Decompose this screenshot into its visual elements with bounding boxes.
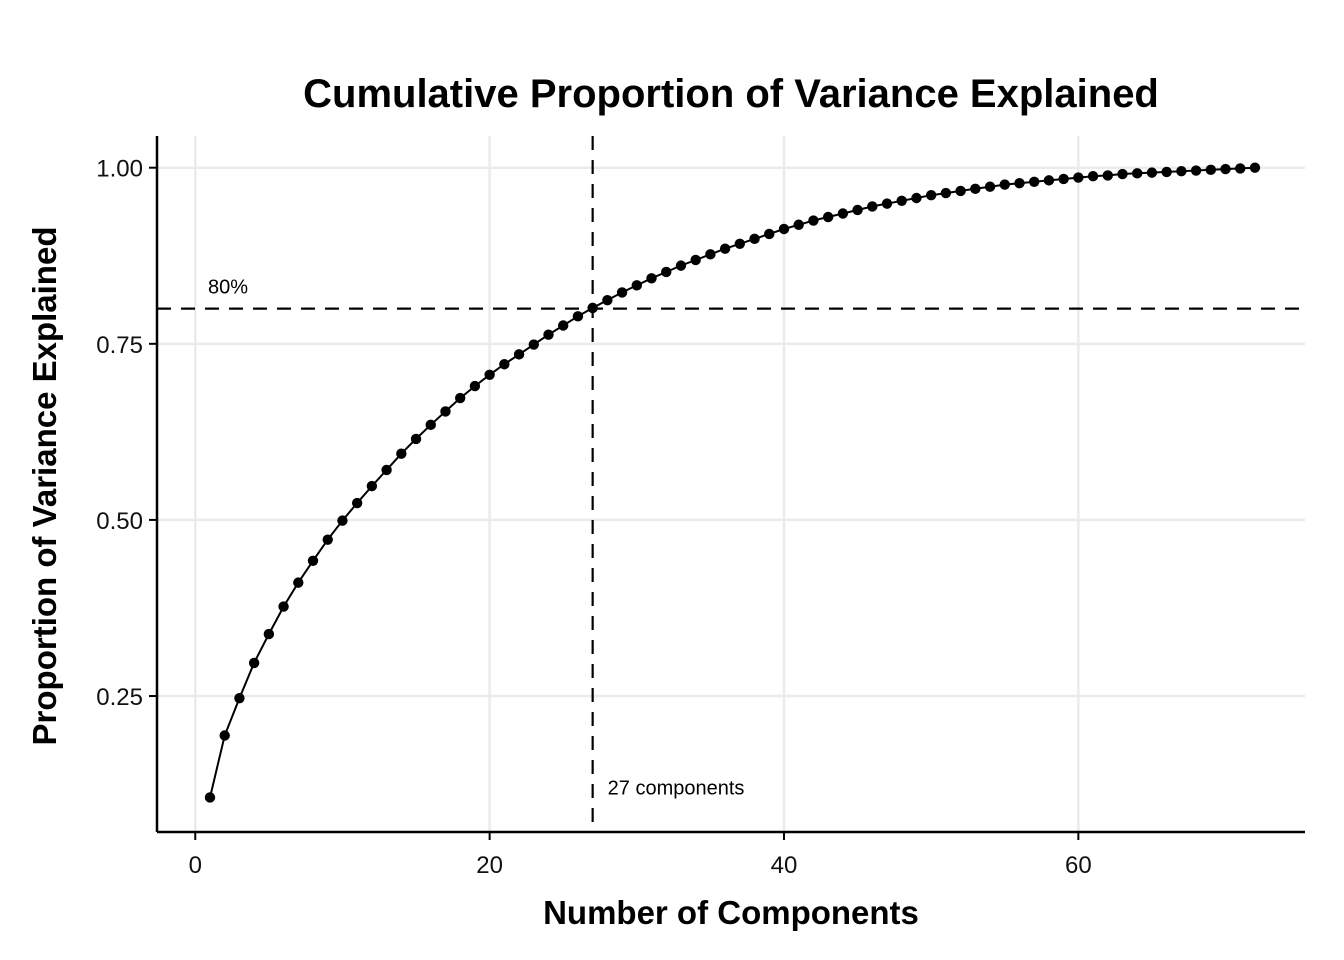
data-point (543, 329, 554, 340)
grid-lines (157, 136, 1305, 832)
data-point (837, 208, 849, 219)
data-point (1073, 172, 1084, 183)
data-point (719, 243, 731, 254)
y-axis-label: Proportion of Variance Explained (26, 227, 63, 746)
data-point (1132, 168, 1143, 179)
data-point (1161, 166, 1172, 178)
data-point (234, 692, 245, 704)
data-point (1102, 170, 1113, 181)
data-point (867, 201, 878, 212)
x-tick-label: 60 (1065, 852, 1092, 879)
data-point (602, 294, 613, 306)
data-point (469, 380, 481, 392)
data-point (1058, 173, 1069, 185)
data-point (278, 601, 289, 612)
x-axis-label: Number of Components (543, 894, 919, 931)
y-tick-label: 1.00 (96, 156, 143, 183)
chart-title: Cumulative Proportion of Variance Explai… (303, 72, 1159, 116)
data-point (381, 464, 392, 476)
data-point (337, 515, 348, 526)
data-point (778, 223, 790, 235)
components-cutoff-label: 27 components (608, 778, 745, 800)
data-point (307, 555, 319, 566)
data-point (940, 187, 952, 199)
data-point (1028, 176, 1040, 187)
data-point (911, 192, 922, 204)
axes: 0 20 40 60 0.25 0.50 0.75 1.00 (96, 136, 1305, 879)
data-point (587, 302, 598, 314)
data-point (1043, 175, 1055, 186)
data-point (631, 280, 643, 291)
data-point (425, 419, 436, 431)
data-point (558, 320, 569, 331)
data-point (793, 219, 804, 230)
data-point (454, 392, 466, 404)
data-point (410, 433, 422, 445)
data-point (822, 211, 834, 223)
data-point (999, 179, 1010, 190)
data-point (1117, 168, 1128, 180)
data-point (366, 480, 378, 492)
data-point (513, 349, 525, 360)
data-point (764, 228, 775, 240)
threshold-label: 80% (208, 277, 248, 299)
data-point (1235, 163, 1246, 174)
data-point (1087, 170, 1099, 182)
series-layer (204, 162, 1261, 803)
data-point (484, 369, 495, 381)
data-point (499, 359, 510, 370)
data-point (675, 260, 687, 271)
data-point (248, 657, 260, 669)
data-point (528, 339, 539, 350)
x-tick-label: 0 (189, 852, 202, 879)
x-tick-label: 40 (771, 852, 798, 879)
data-point (204, 792, 216, 803)
data-point (616, 287, 628, 298)
data-point (749, 233, 760, 245)
data-point (925, 189, 937, 201)
data-point (440, 406, 451, 417)
y-tick-label: 0.25 (96, 684, 143, 711)
data-point (1249, 162, 1261, 173)
data-point (293, 577, 304, 588)
data-point (263, 628, 275, 640)
data-point (690, 254, 701, 266)
data-point (219, 730, 230, 741)
data-point (705, 249, 716, 260)
data-point (322, 534, 333, 545)
data-point (852, 204, 863, 216)
data-point (1146, 167, 1158, 178)
data-point (970, 183, 981, 195)
x-tick-label: 20 (476, 852, 503, 879)
data-point (955, 185, 966, 197)
data-point (661, 266, 672, 278)
data-point (646, 273, 657, 284)
data-point (734, 238, 746, 249)
data-point (896, 195, 907, 207)
data-point (808, 215, 819, 226)
data-point (1014, 177, 1025, 189)
data-point (351, 497, 363, 509)
data-point (1220, 163, 1231, 175)
data-point (1190, 165, 1202, 176)
y-tick-label: 0.75 (96, 332, 143, 359)
y-tick-label: 0.50 (96, 508, 143, 535)
cumulative-variance-line (209, 166, 1256, 798)
data-point (1205, 164, 1217, 176)
reference-lines: 80% 27 components (157, 136, 1305, 832)
data-point (572, 311, 584, 322)
data-point (881, 198, 893, 209)
data-point (1176, 166, 1187, 177)
data-point (984, 181, 996, 192)
data-point (396, 448, 407, 459)
